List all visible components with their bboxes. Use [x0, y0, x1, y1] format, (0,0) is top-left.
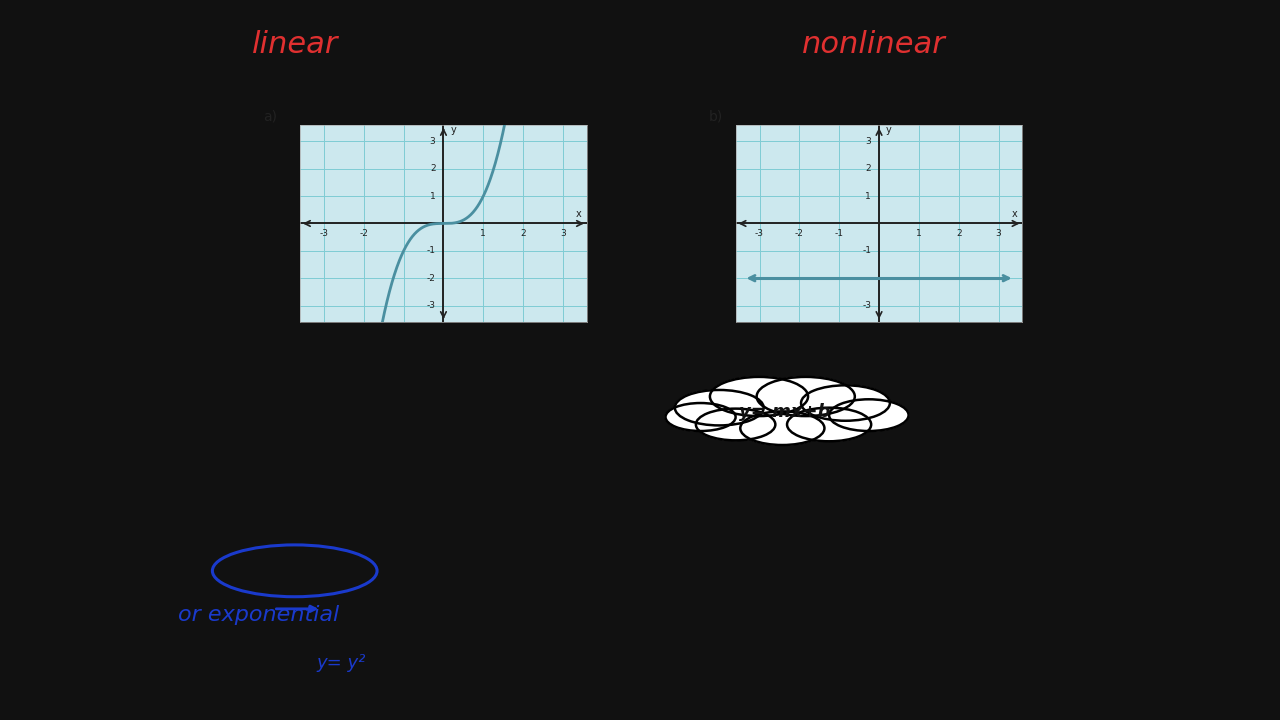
Text: 3: 3	[865, 137, 872, 146]
Text: a): a)	[262, 109, 276, 124]
Circle shape	[829, 400, 909, 431]
Text: x: x	[334, 580, 340, 593]
Text: (D)  y = 4(x−1): (D) y = 4(x−1)	[687, 564, 785, 577]
Circle shape	[666, 403, 736, 431]
Text: linear: linear	[252, 30, 338, 58]
Text: b): b)	[709, 109, 723, 124]
Text: x: x	[1011, 209, 1018, 219]
Text: -1: -1	[426, 246, 435, 256]
Text: -2: -2	[426, 274, 435, 283]
Text: 1: 1	[430, 192, 435, 201]
Text: function?: function?	[509, 86, 571, 99]
Text: (C)  y =: (C) y =	[210, 564, 259, 577]
Text: (A)  y = 4.7: (A) y = 4.7	[210, 474, 282, 487]
Text: -3: -3	[320, 229, 329, 238]
Text: 3: 3	[430, 137, 435, 146]
Text: -2: -2	[795, 229, 804, 238]
Text: y: y	[451, 125, 456, 135]
Text: EXAMPLE 2:  Identifying Functions from Graphs: EXAMPLE 2: Identifying Functions from Gr…	[188, 66, 544, 79]
Circle shape	[801, 385, 890, 420]
Text: y: y	[886, 125, 892, 135]
Text: -1: -1	[861, 246, 872, 256]
Text: 2: 2	[865, 164, 872, 174]
Text: EXAMPLE 3:  Standardized Test Practice: EXAMPLE 3: Standardized Test Practice	[215, 398, 515, 411]
Circle shape	[787, 408, 872, 441]
Text: y= 4x− 4: y= 4x− 4	[687, 609, 800, 633]
Text: 1: 1	[480, 229, 486, 238]
Text: Does the graph represent a: Does the graph represent a	[188, 86, 365, 99]
Circle shape	[696, 409, 776, 441]
Circle shape	[740, 411, 824, 445]
Text: -2: -2	[360, 229, 369, 238]
Text: function?: function?	[486, 434, 549, 447]
Text: nonlinear: nonlinear	[378, 339, 509, 367]
Circle shape	[675, 390, 764, 426]
Text: 2: 2	[521, 229, 526, 238]
Text: nonlinear: nonlinear	[424, 434, 483, 447]
Text: -3: -3	[426, 301, 435, 310]
Text: or exponential: or exponential	[178, 606, 339, 626]
Text: -3: -3	[755, 229, 764, 238]
Text: nonlinear: nonlinear	[801, 30, 946, 58]
Text: 3: 3	[923, 428, 936, 446]
Text: y= 0x+4.7: y= 0x+4.7	[369, 467, 497, 491]
Text: Which equation represents a: Which equation represents a	[215, 434, 399, 447]
Text: y= y²: y= y²	[316, 654, 365, 672]
Text: linear: linear	[381, 86, 417, 99]
Text: 2: 2	[430, 164, 435, 174]
Text: y= mx+b: y= mx+b	[739, 403, 831, 421]
Text: -1: -1	[835, 229, 844, 238]
Text: -3: -3	[861, 301, 872, 310]
Text: nonlinear: nonlinear	[447, 86, 506, 99]
Text: x: x	[576, 209, 582, 219]
Text: 1: 1	[865, 192, 872, 201]
Text: 4: 4	[333, 551, 342, 564]
Text: 3: 3	[996, 229, 1001, 238]
Text: 1: 1	[916, 229, 922, 238]
Text: (B)  y = πx: (B) y = πx	[687, 474, 755, 487]
Circle shape	[756, 377, 855, 416]
Text: 3: 3	[561, 229, 566, 238]
Text: linear: linear	[840, 339, 918, 367]
Text: y=3.14x +0: y=3.14x +0	[687, 519, 831, 543]
Circle shape	[710, 377, 808, 416]
Text: , or: , or	[420, 86, 445, 99]
Text: 2: 2	[956, 229, 961, 238]
